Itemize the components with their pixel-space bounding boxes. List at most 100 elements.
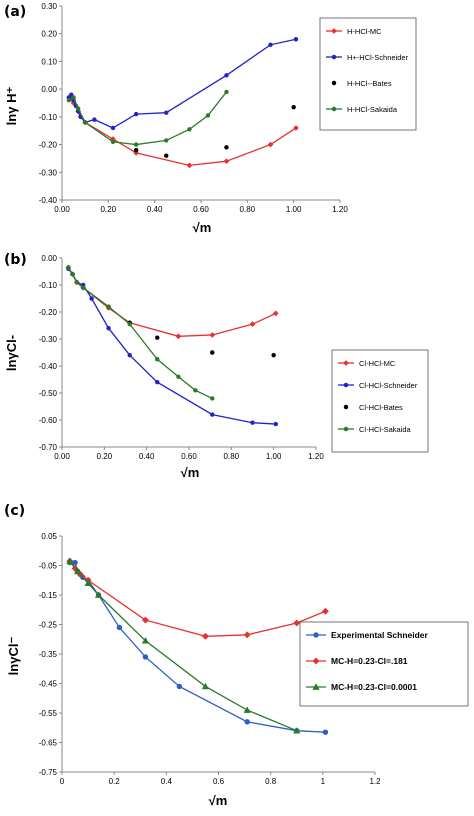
y-tick-label: -0.75 [39,768,58,777]
series-line [69,560,298,732]
data-point [164,110,169,115]
data-point [193,388,198,393]
y-tick-label: -0.45 [39,680,58,689]
data-point [201,682,210,690]
data-point [142,654,149,660]
chart-2: 0.00-0.10-0.20-0.30-0.40-0.50-0.60-0.700… [4,252,429,480]
data-point [176,683,183,690]
legend-box [299,621,469,707]
series-line [67,267,213,399]
x-tick-label: 0.6 [213,777,225,786]
y-tick-label: -0.50 [39,389,58,398]
data-point [175,333,182,340]
data-point [133,142,139,147]
legend-marker [343,426,349,432]
series-4 [66,89,229,147]
data-point [155,335,160,340]
chart-1: 0.300.200.100.00-0.10-0.20-0.30-0.400.00… [4,2,417,235]
y-axis-label: lnγCl- [4,335,19,371]
x-tick-label: 0.00 [54,452,70,461]
y-tick-label: -0.35 [39,650,58,659]
x-tick-label: 0.20 [101,205,117,214]
data-point [209,331,216,338]
legend: Experimental Schneider MC-H=0.23-Cl=.181 M… [299,621,469,707]
data-point [66,265,71,270]
legend-entry: Cl-HCl-Schneider [359,381,418,390]
y-tick-label: -0.70 [39,443,58,452]
legend-marker [313,632,319,638]
series-1 [67,559,329,735]
y-tick-label: 0.10 [41,57,57,66]
series-line [68,97,297,167]
legend-entry: MC-H=0.23-Cl=.181 [331,656,408,666]
data-point [127,321,132,327]
data-point [210,350,215,355]
data-point [80,285,86,290]
data-point [66,98,72,103]
data-point [273,421,278,427]
data-point [322,729,329,735]
x-tick-label: 1.2 [369,777,381,786]
series-line [68,91,227,146]
series-line [69,561,326,733]
data-point [293,726,301,734]
y-tick-label: 0.20 [41,30,57,39]
data-point [293,124,299,131]
data-point [244,719,250,725]
y-tick-label: 0.00 [41,254,57,263]
x-tick-label: 0.2 [109,777,121,786]
data-point [223,158,230,165]
panel-label: (b) [4,252,27,268]
x-tick-label: 1 [321,777,326,786]
data-point [110,139,116,145]
data-point [268,42,273,48]
data-point [210,412,215,417]
x-tick-label: 0.4 [161,777,173,786]
data-point [224,73,229,78]
data-point [133,111,139,117]
legend-entry: Experimental Schneider [331,630,429,640]
legend-entry: Cl-HCl-Sakaida [359,425,412,434]
data-point [71,95,76,100]
legend: Cl-HCl-MC Cl-HCl-Schneider Cl-HCl-Bates Cl-… [331,349,429,453]
data-point [201,632,210,640]
data-point [141,616,150,624]
x-tick-label: 1.20 [332,205,348,214]
data-point [84,579,92,587]
y-tick-label: -0.55 [39,709,58,718]
data-point [133,147,139,153]
series-line [67,268,276,425]
x-tick-label: 0.20 [97,452,113,461]
data-point [321,607,329,615]
series-3 [127,320,276,358]
panel-label: (a) [4,4,26,20]
y-tick-label: -0.10 [39,113,58,122]
data-point [70,271,75,277]
data-point [92,117,97,122]
series-2 [66,37,299,131]
x-tick-label: 0.00 [54,205,70,214]
series-line [68,38,297,129]
data-point [291,104,296,110]
series-line [69,560,326,637]
data-point [187,127,192,132]
data-point [72,559,78,566]
x-tick-label: 1.00 [266,452,282,461]
legend-marker [331,28,337,34]
series-1 [65,94,299,169]
data-point [106,325,111,331]
y-tick-label: 0.30 [41,2,57,11]
data-point [74,567,82,575]
legend-marker [343,404,349,410]
x-tick-label: 1.00 [286,205,302,214]
data-point [224,89,229,95]
data-point [186,162,193,169]
x-tick-label: 0.60 [181,452,197,461]
legend-marker [331,54,337,60]
legend-entry: Cl-HCl-MC [359,359,396,368]
legend-marker [331,106,337,112]
series-1 [65,264,279,340]
legend-box [331,349,429,453]
data-point [127,352,132,358]
data-point [66,557,74,564]
